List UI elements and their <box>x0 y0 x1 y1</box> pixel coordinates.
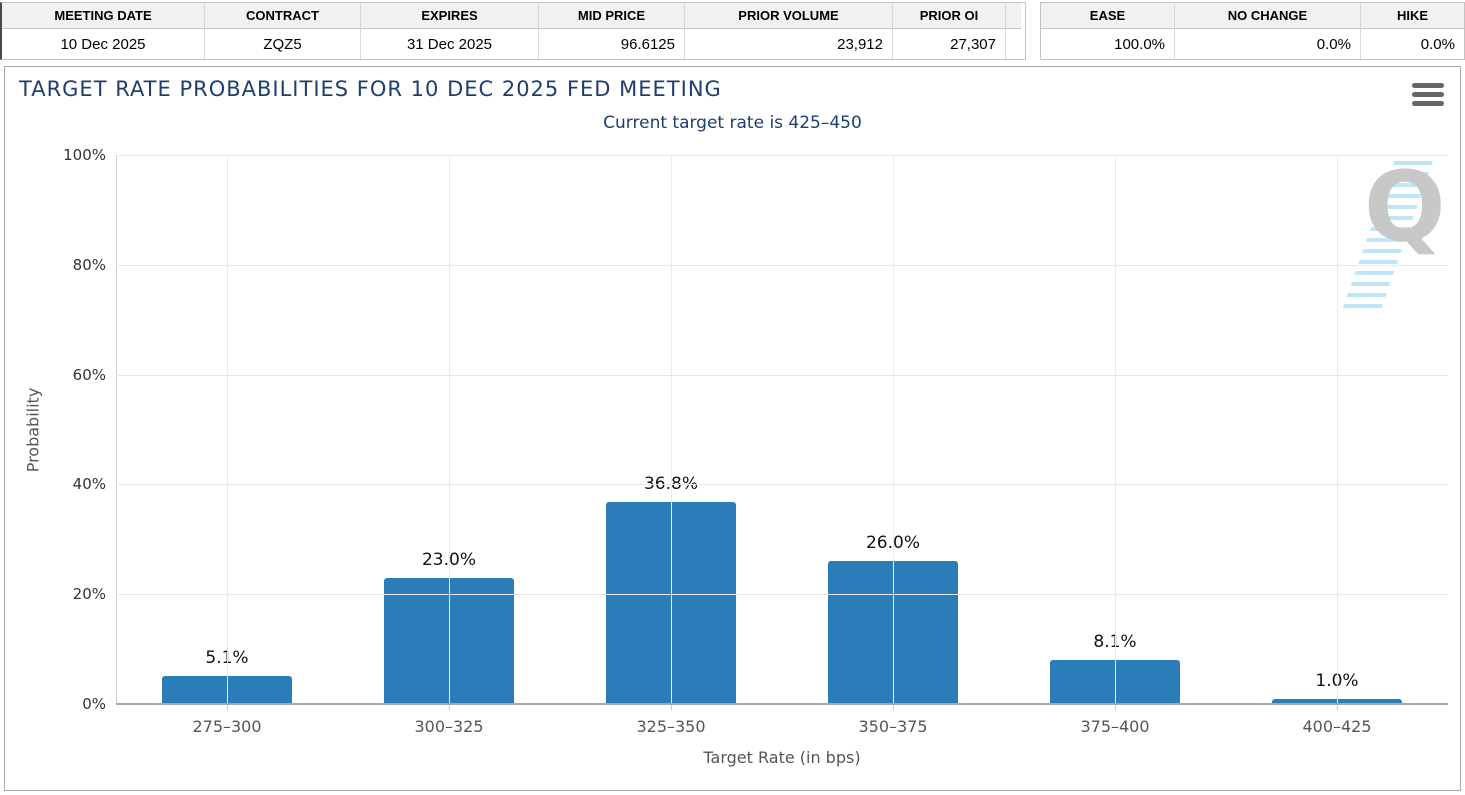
col-header-spacer <box>1006 3 1021 29</box>
y-tick-label: 60% <box>72 365 106 384</box>
horizontal-gridline <box>116 264 1448 266</box>
hike-value: 0.0% <box>1420 35 1455 53</box>
col-header-expires: EXPIRES <box>361 3 539 29</box>
x-axis-tick-mark <box>449 704 450 710</box>
y-tick-label: 0% <box>82 695 106 713</box>
x-tick-label: 350–375 <box>858 717 928 736</box>
y-tick-label: 40% <box>72 475 106 494</box>
hamburger-menu-icon <box>1412 83 1444 88</box>
fed-meeting-probability-chart-card: TARGET RATE PROBABILITIES FOR 10 DEC 202… <box>4 66 1461 791</box>
col-header-prior-oi: PRIOR OI <box>893 3 1006 29</box>
bar-value-label: 1.0% <box>1315 670 1359 691</box>
contract-summary-table: MEETING DATE CONTRACT EXPIRES MID PRICE … <box>0 2 1026 60</box>
prior-oi-value: 27,307 <box>893 29 1006 59</box>
vertical-gridline <box>449 155 450 704</box>
horizontal-gridline <box>116 594 1448 596</box>
x-tick-label: 400–425 <box>1302 717 1372 736</box>
y-axis-line <box>116 155 117 704</box>
vertical-gridline <box>893 155 894 704</box>
bar-value-label: 23.0% <box>421 549 476 570</box>
ease-value: 100.0% <box>1041 29 1175 59</box>
expires-value: 31 Dec 2025 <box>361 29 539 59</box>
x-axis-tick-mark <box>227 704 228 710</box>
vertical-gridline <box>1115 155 1116 704</box>
bar-value-label: 5.1% <box>205 648 249 668</box>
x-axis-tick-mark <box>1337 704 1338 710</box>
col-header-prior-volume: PRIOR VOLUME <box>685 3 893 29</box>
vertical-gridline <box>671 155 672 704</box>
col-header-mid-price: MID PRICE <box>539 3 685 29</box>
hamburger-menu-icon <box>1412 101 1444 106</box>
y-tick-label: 80% <box>72 255 106 274</box>
y-tick-label: 20% <box>72 585 106 604</box>
chart-menu-button[interactable] <box>1412 83 1444 106</box>
col-header-ease: EASE <box>1041 3 1175 29</box>
no-change-value: 0.0% <box>1175 29 1361 59</box>
x-tick-label: 375–400 <box>1080 717 1150 736</box>
contract-value: ZQZ5 <box>205 29 361 59</box>
plot-area: 400–425 1.0% 375–400 8.1% 350–375 26.0% 325–35… <box>24 146 1448 767</box>
mid-price-value: 96.6125 <box>539 29 685 59</box>
x-axis-line <box>116 703 1448 705</box>
col-header-no-change: NO CHANGE <box>1175 3 1361 29</box>
x-tick-label: 275–300 <box>192 717 262 736</box>
prior-volume-value: 23,912 <box>685 29 893 59</box>
horizontal-gridline <box>116 374 1448 376</box>
vertical-gridline <box>227 155 228 704</box>
rate-action-table: EASE NO CHANGE HIKE 100.0% 0.0% 0.0% <box>1040 2 1465 60</box>
bar-value-label: 36.8% <box>560 474 782 494</box>
x-axis-tick-mark <box>893 704 894 710</box>
col-header-contract: CONTRACT <box>205 3 361 29</box>
quikstrike-watermark-q-icon: Q <box>1364 151 1446 263</box>
col-header-hike: HIKE <box>1361 3 1464 29</box>
x-axis-tick-mark <box>671 704 672 710</box>
y-tick-label: 100% <box>63 146 106 164</box>
bar-value-label: 26.0% <box>865 533 920 554</box>
value-spacer <box>1006 29 1024 59</box>
bar-value-label: 8.1% <box>1093 631 1137 652</box>
horizontal-gridline <box>116 155 1448 156</box>
chart-subtitle: Current target rate is 425–450 <box>603 113 862 133</box>
x-tick-label: 325–350 <box>636 717 706 736</box>
chart-title: TARGET RATE PROBABILITIES FOR 10 DEC 202… <box>19 77 722 101</box>
y-axis-title: Probability <box>23 387 43 472</box>
x-tick-label: 300–325 <box>414 717 484 736</box>
vertical-gridline <box>1337 155 1338 704</box>
meeting-date-value: 10 Dec 2025 <box>2 29 205 59</box>
x-axis-title: Target Rate (in bps) <box>703 748 861 767</box>
hamburger-menu-icon <box>1412 92 1444 97</box>
horizontal-gridline <box>116 484 1448 486</box>
x-axis-tick-mark <box>1115 704 1116 710</box>
col-header-meeting-date: MEETING DATE <box>2 3 205 29</box>
